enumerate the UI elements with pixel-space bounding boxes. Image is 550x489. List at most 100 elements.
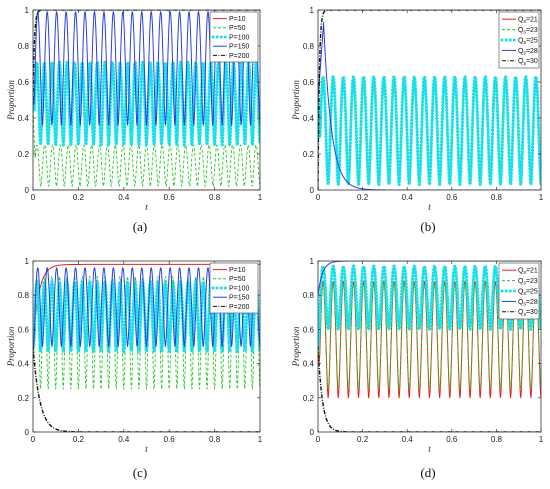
y-tick-label: 0.8 [18,42,30,51]
series-line-3 [318,22,541,190]
y-tick-label: 0.6 [303,78,315,87]
y-tick-label: 0.2 [18,394,30,403]
y-tick-label: 1 [310,257,315,266]
y-tick-label: 0.6 [303,325,315,334]
y-tick-label: 0.2 [303,394,315,403]
legend-label: Qs=21 [518,17,538,26]
legend-label: Qs=30 [518,58,538,67]
x-tick-label: 0.4 [118,435,130,444]
chart-panel-a: 0 0.2 0.4 0.6 0.8 1 0 0.2 0.4 0.6 0.8 1 t Proportion P… [6,6,263,234]
legend-label: P=100 [229,285,250,292]
x-tick-label: 0.6 [446,435,458,444]
legend: P=10 P=50 P=100 P=150 P=200 [209,262,259,314]
x-tick-label: 0.8 [209,435,221,444]
x-tick-label: 0.6 [164,193,176,202]
x-tick-label: 1 [539,193,544,202]
legend-label: P=10 [229,16,246,23]
y-tick-label: 0.4 [303,114,315,123]
legend-label: Qs=28 [518,299,538,308]
legend-label: Qs=21 [518,268,538,277]
y-tick-label: 0.8 [303,42,315,51]
legend-label: Qs=23 [518,278,538,287]
chart-panel-b: 0 0.2 0.4 0.6 0.8 1 0 0.2 0.4 0.6 0.8 1 t Proportion Q… [291,6,544,234]
legend-label: P=200 [229,53,250,60]
legend-label: P=50 [229,25,246,32]
x-tick-label: 0 [316,435,321,444]
series-line-3 [33,267,260,347]
y-tick-label: 0 [25,428,30,437]
series-line-3 [33,11,260,126]
x-tick-label: 0.8 [209,193,221,202]
y-tick-label: 0.4 [18,360,30,369]
x-axis-label: t [428,202,431,212]
y-tick-label: 0 [310,428,315,437]
panel-caption: (b) [420,219,435,234]
y-axis-label: Proportion [291,80,301,121]
x-tick-label: 0.4 [402,435,414,444]
y-tick-label: 1 [310,6,315,15]
series-line-2 [33,279,260,354]
panel-caption: (a) [133,219,147,234]
y-tick-label: 0.6 [18,78,30,87]
x-axis-label: t [145,202,148,212]
x-tick-label: 1 [258,435,263,444]
x-tick-label: 0.4 [118,193,130,202]
legend-label: P=200 [229,304,250,311]
legend-label: P=100 [229,34,250,41]
x-tick-label: 0.6 [446,193,458,202]
x-tick-label: 0.6 [164,435,176,444]
legend-label: Qs=25 [518,288,538,297]
series-line-2 [318,75,541,187]
x-tick-label: 1 [539,435,544,444]
plot-frame [317,260,542,433]
y-tick-label: 0 [310,186,315,195]
legend-label: Qs=25 [518,37,538,46]
legend-label: Qs=30 [518,309,538,318]
y-tick-label: 0.4 [303,360,315,369]
panel-caption: (c) [133,465,147,480]
legend-label: Qs=28 [518,48,538,57]
x-tick-label: 1 [258,193,263,202]
chart-panel-d: 0 0.2 0.4 0.6 0.8 1 0 0.2 0.4 0.6 0.8 1 t Proportion Q… [291,257,544,480]
panel-caption: (d) [420,465,435,480]
legend-label: P=10 [229,267,246,274]
series-layer [33,10,260,190]
x-tick-label: 0.2 [73,193,85,202]
y-axis-label: Proportion [6,80,16,121]
y-tick-label: 0.6 [18,325,30,334]
plot-frame [32,9,261,191]
series-line-1 [33,275,260,390]
x-axis-label: t [145,444,148,454]
y-axis-label: Proportion [291,326,301,367]
x-tick-label: 0.8 [491,435,503,444]
y-tick-label: 0.8 [18,291,30,300]
x-axis-label: t [428,444,431,454]
x-tick-label: 0 [316,193,321,202]
x-tick-label: 0.2 [357,193,369,202]
legend-label: P=150 [229,44,250,51]
x-tick-label: 0 [31,193,36,202]
y-tick-label: 1 [25,257,30,266]
plot-frame [32,260,261,433]
x-tick-label: 0.2 [73,435,85,444]
chart-panel-c: 0 0.2 0.4 0.6 0.8 1 0 0.2 0.4 0.6 0.8 1 t Proportion P… [6,257,263,480]
plot-frame [317,9,542,191]
x-tick-label: 0.2 [357,435,369,444]
y-tick-label: 0.4 [18,114,30,123]
y-tick-label: 1 [25,6,30,15]
y-tick-label: 0 [25,186,30,195]
x-tick-label: 0 [31,435,36,444]
series-layer [318,10,541,190]
x-tick-label: 0.4 [402,193,414,202]
x-tick-label: 0.8 [491,193,503,202]
legend-label: P=150 [229,295,250,302]
legend-box [498,262,540,320]
legend-label: P=50 [229,276,246,283]
legend-label: Qs=23 [518,27,538,36]
legend: P=10 P=50 P=100 P=150 P=200 [209,11,259,63]
series-line-2 [33,60,260,147]
y-tick-label: 0.2 [18,150,30,159]
